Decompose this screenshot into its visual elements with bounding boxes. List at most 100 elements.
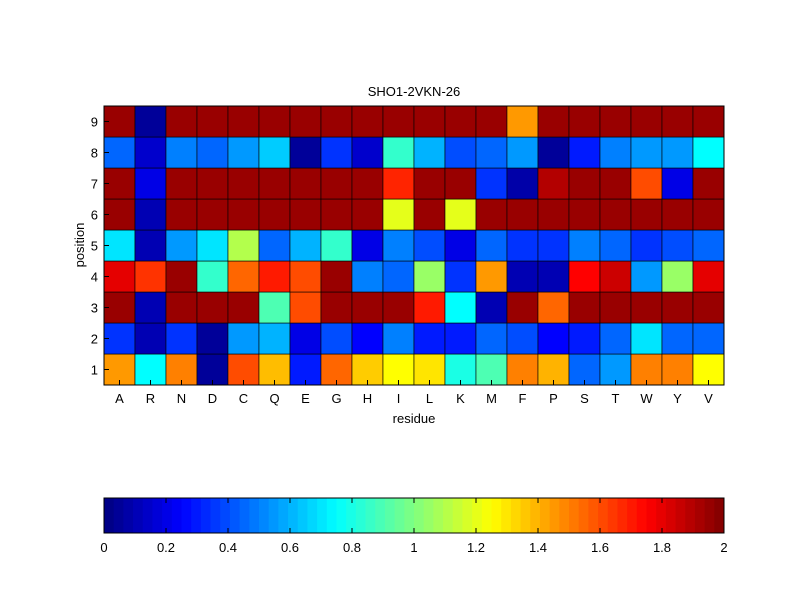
colorbar-swatch xyxy=(191,498,202,533)
colorbar-swatch xyxy=(607,498,618,533)
colorbar-swatch xyxy=(181,498,192,533)
heatmap-cell-I-6 xyxy=(382,198,415,231)
colorbar-swatch xyxy=(152,498,163,533)
colorbar-swatch xyxy=(646,498,657,533)
heatmap-cell-R-8 xyxy=(134,136,167,169)
colorbar-swatch xyxy=(414,498,425,533)
heatmap-cell-T-3 xyxy=(599,291,632,324)
colorbar-tick-label-5: 1 xyxy=(410,540,417,555)
heatmap-cell-W-9 xyxy=(630,105,663,138)
heatmap-cell-D-2 xyxy=(196,322,229,355)
heatmap-cell-S-5 xyxy=(568,229,601,262)
heatmap-cell-H-6 xyxy=(351,198,384,231)
heatmap-cell-P-5 xyxy=(537,229,570,262)
y-tick-label-6: 6 xyxy=(91,208,98,223)
colorbar-swatch xyxy=(249,498,260,533)
heatmap-cell-V-2 xyxy=(692,322,725,355)
colorbar-swatch xyxy=(239,498,250,533)
heatmap-cell-P-1 xyxy=(537,353,570,386)
heatmap-cell-Q-6 xyxy=(258,198,291,231)
colorbar-swatch xyxy=(384,498,396,533)
colorbar-swatch xyxy=(656,498,667,533)
x-tick-label-W: W xyxy=(640,391,653,406)
heatmap-cell-E-5 xyxy=(289,229,322,262)
colorbar-tick-label-0: 0 xyxy=(100,540,107,555)
x-tick-label-I: I xyxy=(397,391,401,406)
heatmap-cell-Y-5 xyxy=(661,229,694,262)
heatmap-cell-W-3 xyxy=(630,291,663,324)
heatmap-cell-I-4 xyxy=(382,260,415,293)
heatmap-cell-A-5 xyxy=(103,229,136,262)
heatmap-cell-E-9 xyxy=(289,105,322,138)
heatmap-cell-F-3 xyxy=(506,291,539,324)
heatmap-cell-K-8 xyxy=(444,136,477,169)
x-tick-label-P: P xyxy=(549,391,558,406)
heatmap-cell-F-1 xyxy=(506,353,539,386)
heatmap-cell-P-6 xyxy=(537,198,570,231)
heatmap-cell-C-9 xyxy=(227,105,260,138)
heatmap-cell-N-7 xyxy=(165,167,198,200)
heatmap-cell-L-6 xyxy=(413,198,446,231)
heatmap-cell-K-2 xyxy=(444,322,477,355)
colorbar-ticks: 0 0.2 0.4 0.6 0.8 1 1.2 1.4 1.6 1.8 2 xyxy=(100,498,728,555)
colorbar-swatch xyxy=(307,498,318,533)
heatmap-cell-E-3 xyxy=(289,291,322,324)
x-tick-label-F: F xyxy=(519,391,527,406)
heatmap-cell-W-5 xyxy=(630,229,663,262)
heatmap-cell-D-5 xyxy=(196,229,229,262)
colorbar-tick-label-2: 0.4 xyxy=(219,540,237,555)
heatmap-cell-G-2 xyxy=(320,322,353,355)
colorbar-swatch xyxy=(665,498,676,533)
heatmap-cell-V-9 xyxy=(692,105,725,138)
heatmap-cell-M-1 xyxy=(475,353,508,386)
colorbar-swatch xyxy=(704,498,715,533)
heatmap-cell-W-7 xyxy=(630,167,663,200)
heatmap-cell-W-2 xyxy=(630,322,663,355)
x-tick-label-T: T xyxy=(612,391,620,406)
heatmap-cell-T-9 xyxy=(599,105,632,138)
colorbar-swatch xyxy=(288,498,299,533)
heatmap-cell-G-7 xyxy=(320,167,353,200)
heatmap-cell-Y-7 xyxy=(661,167,694,200)
heatmap-cell-H-2 xyxy=(351,322,384,355)
y-tick-label-9: 9 xyxy=(91,115,98,130)
heatmap-cell-P-4 xyxy=(537,260,570,293)
colorbar-swatch xyxy=(588,498,599,533)
heatmap-cell-Q-4 xyxy=(258,260,291,293)
heatmap-cell-F-2 xyxy=(506,322,539,355)
x-tick-label-E: E xyxy=(301,391,310,406)
heatmap-cell-Y-2 xyxy=(661,322,694,355)
colorbar-swatch xyxy=(627,498,638,533)
heatmap-cell-R-4 xyxy=(134,260,167,293)
x-tick-label-A: A xyxy=(115,391,124,406)
y-tick-label-8: 8 xyxy=(91,146,98,161)
heatmap-cell-K-4 xyxy=(444,260,477,293)
heatmap-cell-I-9 xyxy=(382,105,415,138)
heatmap-cell-R-5 xyxy=(134,229,167,262)
x-tick-label-C: C xyxy=(239,391,248,406)
heatmap-cell-N-2 xyxy=(165,322,198,355)
heatmap-cell-W-6 xyxy=(630,198,663,231)
colorbar-swatch xyxy=(123,498,134,533)
colorbar-swatch xyxy=(423,498,434,533)
colorbar-swatch xyxy=(317,498,328,533)
colorbar-swatch xyxy=(598,498,609,533)
colorbar-swatch xyxy=(171,498,182,533)
heatmap-cell-E-7 xyxy=(289,167,322,200)
colorbar-swatch xyxy=(113,498,124,533)
heatmap-cell-H-5 xyxy=(351,229,384,262)
y-axis-label: position xyxy=(72,223,87,268)
heatmap-cell-D-8 xyxy=(196,136,229,169)
heatmap-cell-N-6 xyxy=(165,198,198,231)
heatmap-cell-M-4 xyxy=(475,260,508,293)
heatmap-cell-H-1 xyxy=(351,353,384,386)
heatmap-cell-I-7 xyxy=(382,167,415,200)
colorbar-swatch xyxy=(365,498,376,533)
colorbar-swatch xyxy=(714,498,725,533)
heatmap-cell-T-8 xyxy=(599,136,632,169)
colorbar-swatch xyxy=(268,498,279,533)
colorbar-swatch xyxy=(336,498,347,533)
colorbar-swatch xyxy=(472,498,483,533)
colorbar-swatch xyxy=(675,498,686,533)
